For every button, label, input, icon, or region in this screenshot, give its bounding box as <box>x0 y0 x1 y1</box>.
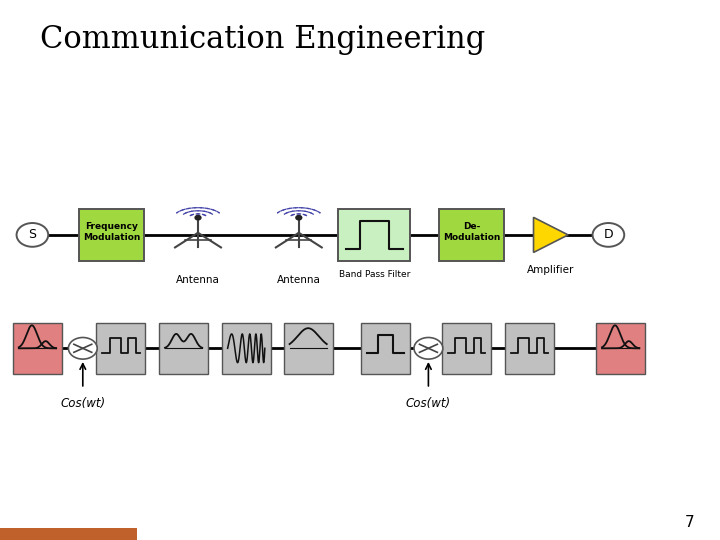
FancyBboxPatch shape <box>13 322 62 374</box>
FancyBboxPatch shape <box>0 528 137 540</box>
Polygon shape <box>534 217 568 252</box>
Circle shape <box>414 338 443 359</box>
Text: Frequency
Modulation: Frequency Modulation <box>83 222 140 242</box>
FancyBboxPatch shape <box>79 210 144 261</box>
FancyBboxPatch shape <box>338 210 410 261</box>
FancyBboxPatch shape <box>284 322 333 374</box>
Text: Antenna: Antenna <box>176 275 220 286</box>
Circle shape <box>68 338 97 359</box>
FancyBboxPatch shape <box>96 322 145 374</box>
Text: D: D <box>603 228 613 241</box>
Text: Cos(wt): Cos(wt) <box>60 397 105 410</box>
Text: Cos(wt): Cos(wt) <box>406 397 451 410</box>
Circle shape <box>593 223 624 247</box>
Text: Communication Engineering: Communication Engineering <box>40 24 485 55</box>
Circle shape <box>17 223 48 247</box>
Text: Antenna: Antenna <box>277 275 320 286</box>
FancyBboxPatch shape <box>505 322 554 374</box>
FancyBboxPatch shape <box>596 322 645 374</box>
Text: Band Pass Filter: Band Pass Filter <box>338 271 410 279</box>
FancyBboxPatch shape <box>439 210 504 261</box>
FancyBboxPatch shape <box>159 322 208 374</box>
Circle shape <box>296 215 302 220</box>
Text: S: S <box>28 228 37 241</box>
Text: 7: 7 <box>685 515 695 530</box>
Text: Amplifier: Amplifier <box>527 265 575 275</box>
FancyBboxPatch shape <box>222 322 271 374</box>
FancyBboxPatch shape <box>442 322 491 374</box>
FancyBboxPatch shape <box>361 322 410 374</box>
Text: De-
Modulation: De- Modulation <box>443 222 500 242</box>
Circle shape <box>195 215 201 220</box>
